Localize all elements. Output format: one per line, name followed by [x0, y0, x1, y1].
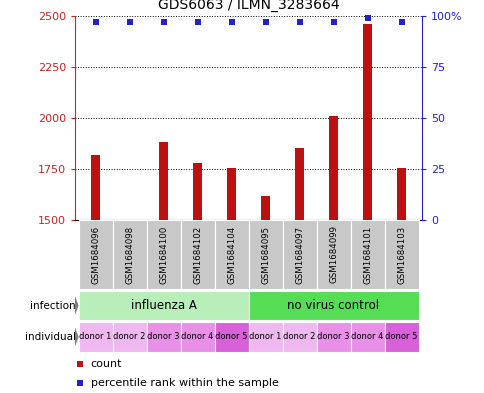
Text: count: count — [91, 358, 122, 369]
Text: GSM1684096: GSM1684096 — [91, 226, 100, 283]
Bar — [363, 24, 371, 220]
Bar — [112, 220, 146, 289]
Text: GSM1684104: GSM1684104 — [227, 225, 236, 284]
Text: GSM1684098: GSM1684098 — [125, 226, 134, 283]
Text: GSM1684099: GSM1684099 — [328, 226, 337, 283]
Bar — [78, 220, 112, 289]
Bar — [112, 322, 146, 352]
Text: GSM1684095: GSM1684095 — [260, 226, 270, 283]
Polygon shape — [75, 297, 78, 314]
Text: donor 1: donor 1 — [249, 332, 281, 342]
Bar — [282, 220, 316, 289]
Bar — [282, 322, 316, 352]
Text: donor 2: donor 2 — [113, 332, 146, 342]
Bar — [248, 220, 282, 289]
Bar — [295, 147, 303, 220]
Text: GSM1684103: GSM1684103 — [396, 225, 405, 284]
Text: GSM1684100: GSM1684100 — [159, 225, 168, 284]
Bar — [214, 220, 248, 289]
Text: no virus control: no virus control — [287, 299, 379, 312]
Text: donor 5: donor 5 — [215, 332, 247, 342]
Bar — [159, 142, 167, 220]
Text: GSM1684101: GSM1684101 — [363, 225, 371, 284]
Bar — [316, 220, 350, 289]
Polygon shape — [75, 328, 78, 346]
Bar — [329, 116, 337, 220]
Bar — [193, 163, 201, 220]
Bar — [350, 220, 384, 289]
Text: influenza A: influenza A — [130, 299, 196, 312]
Text: donor 5: donor 5 — [385, 332, 417, 342]
Text: individual: individual — [25, 332, 76, 342]
Text: donor 1: donor 1 — [79, 332, 111, 342]
Text: donor 2: donor 2 — [283, 332, 315, 342]
Text: donor 3: donor 3 — [147, 332, 180, 342]
Bar — [91, 155, 100, 220]
Bar — [248, 291, 418, 320]
Text: GSM1684097: GSM1684097 — [294, 226, 303, 283]
Bar — [214, 322, 248, 352]
Bar — [384, 322, 418, 352]
Text: donor 3: donor 3 — [317, 332, 349, 342]
Bar — [146, 220, 180, 289]
Bar — [78, 291, 248, 320]
Text: donor 4: donor 4 — [350, 332, 383, 342]
Bar — [396, 168, 405, 220]
Bar — [180, 220, 214, 289]
Bar — [227, 168, 235, 220]
Bar — [384, 220, 418, 289]
Bar — [350, 322, 384, 352]
Bar — [316, 322, 350, 352]
Text: infection: infection — [30, 301, 76, 310]
Title: GDS6063 / ILMN_3283664: GDS6063 / ILMN_3283664 — [157, 0, 339, 12]
Text: donor 4: donor 4 — [181, 332, 213, 342]
Text: GSM1684102: GSM1684102 — [193, 225, 202, 284]
Bar — [248, 322, 282, 352]
Text: percentile rank within the sample: percentile rank within the sample — [91, 378, 278, 388]
Bar — [78, 322, 112, 352]
Bar — [261, 196, 269, 220]
Bar — [180, 322, 214, 352]
Bar — [146, 322, 180, 352]
